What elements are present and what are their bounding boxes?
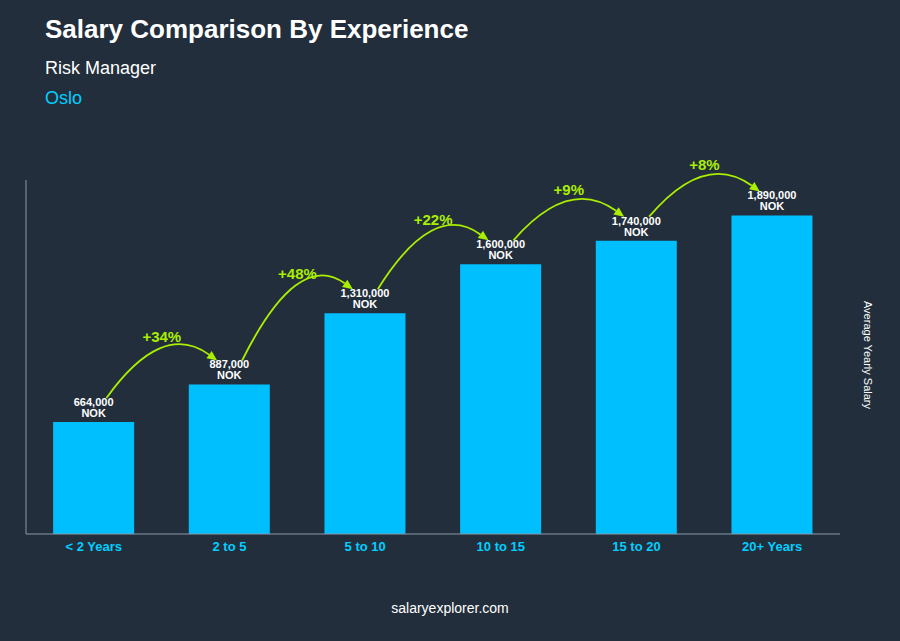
svg-text:1,890,000NOK: 1,890,000NOK xyxy=(747,189,796,212)
svg-text:+22%: +22% xyxy=(414,211,453,228)
svg-text:+34%: +34% xyxy=(142,328,181,345)
html-text:salaryexplorer.com: salaryexplorer.com xyxy=(391,600,509,616)
svg-text:1,310,000NOK: 1,310,000NOK xyxy=(340,287,389,310)
svg-text:10 to 15: 10 to 15 xyxy=(477,539,525,554)
html-text:Risk Manager: Risk Manager xyxy=(45,58,156,78)
svg-text:+48%: +48% xyxy=(278,265,317,282)
svg-text:< 2 Years: < 2 Years xyxy=(66,539,123,554)
svg-text:887,000NOK: 887,000NOK xyxy=(209,358,249,381)
svg-text:20+ Years: 20+ Years xyxy=(742,539,802,554)
svg-text:1,600,000NOK: 1,600,000NOK xyxy=(476,238,525,261)
svg-text:664,000NOK: 664,000NOK xyxy=(74,396,114,419)
svg-text:2 to 5: 2 to 5 xyxy=(213,539,247,554)
svg-text:15 to 20: 15 to 20 xyxy=(612,539,660,554)
svg-text:+8%: +8% xyxy=(689,156,719,173)
svg-text:1,740,000NOK: 1,740,000NOK xyxy=(612,215,661,238)
svg-text:+9%: +9% xyxy=(554,181,584,198)
html-text:Oslo: Oslo xyxy=(45,88,82,108)
html-text:Salary Comparison By Experienc: Salary Comparison By Experience xyxy=(45,14,469,44)
svg-text:5 to 10: 5 to 10 xyxy=(345,539,386,554)
html-text:Average Yearly Salary: Average Yearly Salary xyxy=(862,301,874,409)
